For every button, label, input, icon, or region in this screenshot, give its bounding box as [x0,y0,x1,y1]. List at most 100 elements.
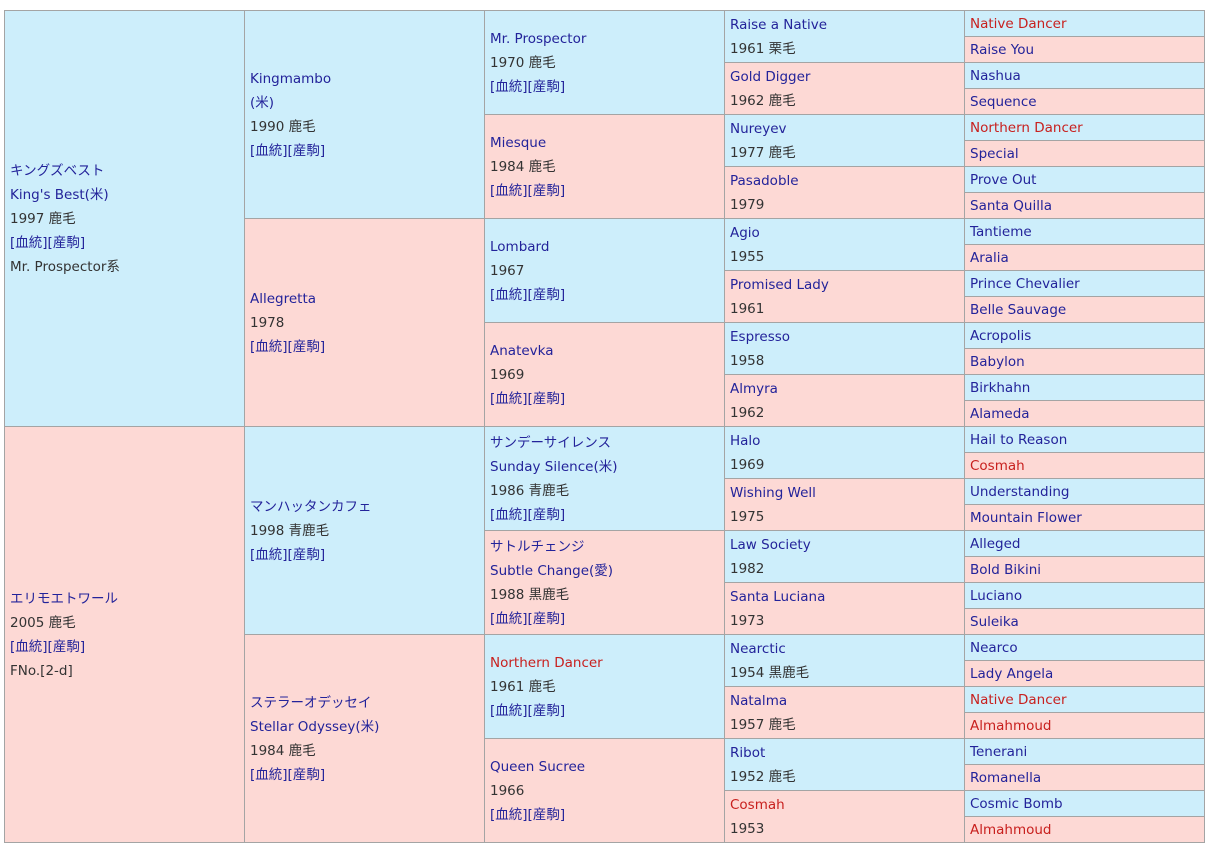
horse-name-link[interactable]: キングズベスト [10,162,105,179]
horse-name-link[interactable]: Understanding [970,483,1070,500]
horse-name-link[interactable]: Cosmah [730,796,785,813]
horse-name-link[interactable]: Tantieme [970,223,1032,240]
horse-name-link[interactable]: Promised Lady [730,276,829,293]
horse-name-link[interactable]: Bold Bikini [970,561,1042,578]
offspring-link[interactable]: [産駒] [287,546,326,563]
horse-name-link[interactable]: Prince Chevalier [970,275,1080,292]
horse-name-link[interactable]: Lombard [490,238,550,255]
horse-name-link[interactable]: Lady Angela [970,665,1054,682]
horse-name-link[interactable]: サトルチェンジ [490,538,585,555]
horse-name-link[interactable]: Nureyev [730,120,787,137]
offspring-link[interactable]: [産駒] [527,78,566,95]
horse-name-link[interactable]: Hail to Reason [970,431,1068,448]
offspring-link[interactable]: [産駒] [527,806,566,823]
horse-name-link[interactable]: Espresso [730,328,791,345]
horse-name-link[interactable]: Nearctic [730,640,786,657]
horse-name-link[interactable]: Stellar Odyssey(米) [250,718,380,735]
pedigree-link[interactable]: [血統] [490,390,528,407]
horse-name-link[interactable]: Northern Dancer [970,119,1083,136]
horse-name-link[interactable]: Acropolis [970,327,1032,344]
horse-name-link[interactable]: Luciano [970,587,1023,604]
horse-name-link[interactable]: Prove Out [970,171,1037,188]
pedigree-link[interactable]: [血統] [490,506,528,523]
horse-name-link[interactable]: Queen Sucree [490,758,586,775]
horse-name-link[interactable]: Halo [730,432,761,449]
pedigree-link[interactable]: [血統] [250,142,288,159]
horse-name-link[interactable]: Romanella [970,769,1042,786]
horse-name-link[interactable]: サンデーサイレンス [490,434,611,451]
horse-info: 1973 [730,612,765,629]
pedigree-link[interactable]: [血統] [10,234,48,251]
horse-name-link[interactable]: Agio [730,224,760,241]
horse-name-link[interactable]: Natalma [730,692,788,709]
horse-name-link[interactable]: Pasadoble [730,172,799,189]
pedigree-link[interactable]: [血統] [490,610,528,627]
horse-name-link[interactable]: Native Dancer [970,15,1067,32]
horse-name-link[interactable]: エリモエトワール [10,590,118,607]
offspring-link[interactable]: [産駒] [527,506,566,523]
offspring-link[interactable]: [産駒] [287,338,326,355]
horse-name-link[interactable]: Almyra [730,380,778,397]
horse-name-link[interactable]: Cosmic Bomb [970,795,1063,812]
offspring-link[interactable]: [産駒] [527,390,566,407]
sire-cell-gen3: サンデーサイレンス Sunday Silence(米) 1986 青鹿毛 [血統][産… [484,426,725,531]
horse-name-link[interactable]: Babylon [970,353,1025,370]
offspring-link[interactable]: [産駒] [527,702,566,719]
horse-name-link[interactable]: Law Society [730,536,811,553]
horse-name-link[interactable]: ステラーオデッセイ [250,694,372,711]
pedigree-link[interactable]: [血統] [250,766,288,783]
pedigree-link[interactable]: [血統] [490,806,528,823]
offspring-link[interactable]: [産駒] [287,142,326,159]
horse-name-link[interactable]: Sunday Silence(米) [490,458,618,475]
horse-name-link[interactable]: Tenerani [970,743,1028,760]
horse-name-link[interactable]: Gold Digger [730,68,811,85]
horse-name-link[interactable]: Aralia [970,249,1009,266]
horse-info: 1969 [730,456,765,473]
pedigree-link[interactable]: [血統] [250,546,288,563]
horse-name-link[interactable]: Cosmah [970,457,1025,474]
pedigree-link[interactable]: [血統] [490,286,528,303]
offspring-link[interactable]: [産駒] [527,286,566,303]
horse-name-link[interactable]: Santa Luciana [730,588,826,605]
horse-name-link[interactable]: Allegretta [250,290,317,307]
horse-name-link[interactable]: Native Dancer [970,691,1067,708]
horse-name-link[interactable]: Suleika [970,613,1019,630]
horse-name-link[interactable]: Nearco [970,639,1018,656]
pedigree-link[interactable]: [血統] [490,702,528,719]
offspring-link[interactable]: [産駒] [527,182,566,199]
offspring-link[interactable]: [産駒] [287,766,326,783]
horse-name-link[interactable]: (米) [250,94,275,111]
horse-name-link[interactable]: Belle Sauvage [970,301,1067,318]
horse-name-link[interactable]: Kingmambo [250,70,332,87]
horse-name-link[interactable]: Sequence [970,93,1037,110]
offspring-link[interactable]: [産駒] [527,610,566,627]
horse-name-link[interactable]: Alleged [970,535,1021,552]
pedigree-link[interactable]: [血統] [250,338,288,355]
horse-name-link[interactable]: Raise a Native [730,16,828,33]
horse-name-link[interactable]: Birkhahn [970,379,1031,396]
horse-name-link[interactable]: Northern Dancer [490,654,603,671]
horse-name-link[interactable]: Almahmoud [970,821,1052,838]
horse-name-link[interactable]: Almahmoud [970,717,1052,734]
offspring-link[interactable]: [産駒] [47,234,86,251]
horse-name-link[interactable]: マンハッタンカフェ [250,498,372,515]
horse-name-link[interactable]: Anatevka [490,342,554,359]
horse-name-link[interactable]: Mountain Flower [970,509,1082,526]
pedigree-link[interactable]: [血統] [490,78,528,95]
horse-name-link[interactable]: Ribot [730,744,766,761]
horse-name-link[interactable]: King's Best(米) [10,186,109,203]
horse-name-link[interactable]: Nashua [970,67,1021,84]
offspring-link[interactable]: [産駒] [47,638,86,655]
horse-name-link[interactable]: Santa Quilla [970,197,1052,214]
pedigree-link[interactable]: [血統] [490,182,528,199]
horse-name-link[interactable]: Raise You [970,41,1035,58]
horse-name-link[interactable]: Mr. Prospector [490,30,587,47]
pedigree-row: ステラーオデッセイ Stellar Odyssey(米) 1984 鹿毛 [血統][産… [5,634,1205,843]
horse-name-link[interactable]: Wishing Well [730,484,816,501]
horse-name-link[interactable]: Subtle Change(愛) [490,562,614,579]
dam-cell-gen4: Almyra 1962 [724,374,965,427]
horse-name-link[interactable]: Miesque [490,134,547,151]
horse-name-link[interactable]: Special [970,145,1019,162]
pedigree-link[interactable]: [血統] [10,638,48,655]
horse-name-link[interactable]: Alameda [970,405,1030,422]
